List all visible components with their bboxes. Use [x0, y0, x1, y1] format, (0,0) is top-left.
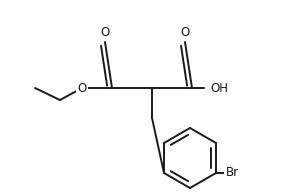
Text: O: O: [77, 81, 87, 94]
Text: O: O: [180, 25, 190, 38]
Text: Br: Br: [226, 166, 239, 179]
Text: O: O: [100, 25, 110, 38]
Text: OH: OH: [210, 81, 228, 94]
